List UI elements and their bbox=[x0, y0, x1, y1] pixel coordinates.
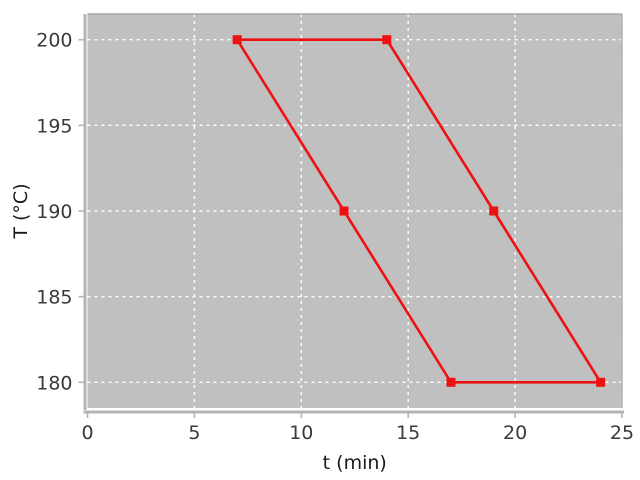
y-tick-label-4: 200 bbox=[36, 30, 72, 52]
plot-frame bbox=[87, 13, 623, 408]
y-tick-label-0: 180 bbox=[36, 372, 72, 394]
x-tick-label-1: 5 bbox=[188, 422, 200, 444]
tick-marks bbox=[78, 38, 623, 418]
x-tick-label-3: 15 bbox=[396, 422, 420, 444]
data-point-marker[interactable] bbox=[339, 206, 349, 216]
x-tick-label-2: 10 bbox=[289, 422, 313, 444]
x-tick-label-0: 0 bbox=[81, 422, 93, 444]
data-point-marker[interactable] bbox=[446, 377, 456, 387]
y-tick-label-2: 190 bbox=[36, 201, 72, 223]
y-tick-label-3: 195 bbox=[36, 115, 72, 137]
x-tick-label-5: 25 bbox=[610, 422, 634, 444]
y-axis-title: T (°C) bbox=[10, 183, 32, 239]
series-0 bbox=[232, 35, 606, 387]
x-tick-labels: 0 5 10 15 20 25 bbox=[81, 422, 634, 444]
y-tick-labels: 180 185 190 195 200 bbox=[36, 30, 72, 395]
data-point-marker[interactable] bbox=[596, 377, 606, 387]
data-point-marker[interactable] bbox=[382, 35, 392, 45]
data-point-marker[interactable] bbox=[232, 35, 242, 45]
x-tick-label-4: 20 bbox=[503, 422, 527, 444]
x-axis-title: t (min) bbox=[323, 452, 387, 474]
data-point-marker[interactable] bbox=[489, 206, 499, 216]
y-tick-label-1: 185 bbox=[36, 287, 72, 309]
axes bbox=[83, 14, 624, 414]
